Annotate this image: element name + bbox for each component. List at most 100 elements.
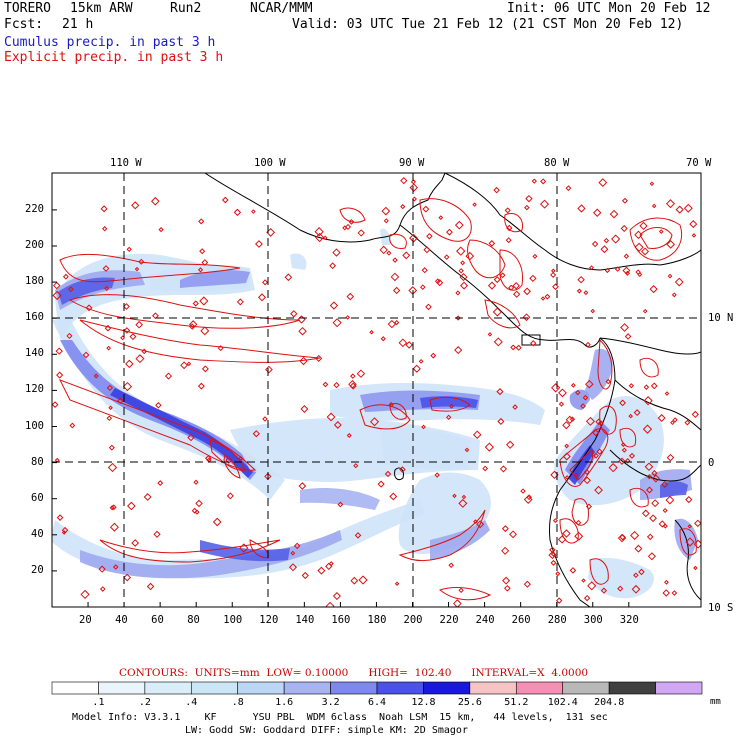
contour-speck [80, 589, 90, 600]
contour-field-title: Explicit precip. in past 3 h [4, 50, 224, 65]
contour-speck [501, 525, 509, 533]
model-info-line1: Model Info: V3.3.1 KF YSU PBL WDM 6class… [72, 712, 608, 723]
colorbar-label: .8 [231, 697, 244, 708]
contour-speck [581, 578, 586, 583]
contour-speck [455, 290, 461, 296]
contour-speck [506, 440, 515, 449]
contour-speck [358, 575, 368, 585]
contour-speck [558, 401, 565, 407]
contour-speck [583, 594, 591, 602]
contour-speck [56, 514, 64, 521]
contour-speck [329, 301, 339, 310]
contour-speck [603, 237, 610, 244]
contour-speck [357, 229, 365, 237]
contour-speck [577, 204, 586, 213]
contour-speck [412, 364, 421, 373]
contour-speck [143, 493, 152, 501]
contour-speck [574, 531, 584, 541]
contour-speck [550, 271, 557, 278]
x-tick-label: 180 [367, 614, 387, 626]
contour-speck [503, 584, 511, 592]
y-tick-label: 20 [31, 563, 44, 576]
contour-speck [614, 266, 621, 272]
contour-speck [585, 341, 591, 348]
contour-speck [472, 430, 482, 439]
contour-speck [384, 470, 392, 478]
contour-speck [564, 443, 570, 449]
contour-speck [199, 248, 206, 255]
contour-speck [633, 572, 639, 579]
contour-speck [399, 466, 406, 473]
contour-speck [328, 561, 334, 567]
contour-speck [643, 384, 650, 390]
contour-speck [508, 284, 515, 291]
contour-speck [492, 307, 502, 317]
contour-speck [387, 319, 397, 329]
contour-speck [596, 448, 603, 455]
contour-speck [85, 304, 93, 312]
contour-speck [106, 415, 113, 422]
contour-speck [530, 340, 537, 347]
contour-speck [619, 399, 627, 407]
contour-speck [685, 496, 693, 504]
contour-speck [255, 240, 263, 248]
contour-speck [55, 347, 63, 355]
contour-speck [649, 181, 655, 187]
contour-speck [131, 201, 140, 210]
contour-speck [452, 599, 462, 607]
colorbar-label: 204.8 [594, 697, 625, 708]
contour-speck [639, 221, 648, 231]
contour-speck [127, 501, 136, 511]
contour-speck [496, 388, 504, 396]
contour-speck [583, 476, 591, 485]
colorbar-swatch [469, 681, 517, 695]
contour-speck [600, 587, 608, 594]
lon-label-70w: 70 W [686, 157, 712, 169]
contour-speck [150, 196, 160, 206]
contour-speck [458, 587, 464, 594]
contour-speck [369, 417, 380, 427]
init-time: Init: 06 UTC Mon 20 Feb 12 [507, 1, 711, 16]
colorbar-label: .2 [138, 697, 151, 708]
contour-speck [685, 537, 695, 547]
contour-speck [106, 345, 112, 351]
colorbar-swatch [98, 681, 146, 695]
x-tick-label: 260 [511, 614, 531, 626]
contour-speck [394, 319, 400, 326]
contour-speck [293, 542, 301, 550]
x-tick-label: 160 [331, 614, 351, 626]
contour-speck [314, 227, 324, 237]
x-tick-label: 120 [259, 614, 279, 626]
contour-speck [266, 227, 276, 237]
forecast-hours: 21 h [62, 17, 94, 32]
contour-speck [590, 308, 596, 314]
contour-speck [418, 358, 424, 364]
contour-speck [322, 235, 328, 241]
contour-speck [436, 279, 444, 287]
contour-speck [329, 262, 337, 270]
contour-speck [580, 403, 586, 409]
contour-speck [620, 224, 628, 233]
y-tick-label: 200 [25, 239, 44, 251]
contour-speck [264, 472, 272, 481]
contour-speck [609, 209, 619, 219]
cumulus-precip-shading [52, 228, 698, 599]
contour-speck [322, 381, 329, 388]
colorbar-label: 12.8 [411, 697, 436, 708]
contour-speck [611, 234, 621, 244]
contour-speck [262, 416, 268, 422]
contour-speck [617, 533, 627, 543]
model-resolution: 15km ARW [70, 1, 133, 16]
contour-speck [108, 444, 115, 451]
contour-speck [464, 447, 470, 453]
contour-speck [641, 509, 650, 518]
lon-label-110w: 110 W [110, 157, 142, 169]
contour-speck [598, 420, 604, 426]
contour-speck [326, 412, 336, 422]
contour-speck [408, 286, 418, 295]
contour-speck [460, 260, 466, 266]
contour-speck [524, 204, 530, 211]
contour-speck [693, 565, 698, 571]
org-label: NCAR/MMM [250, 1, 313, 16]
contour-speck [608, 463, 618, 473]
